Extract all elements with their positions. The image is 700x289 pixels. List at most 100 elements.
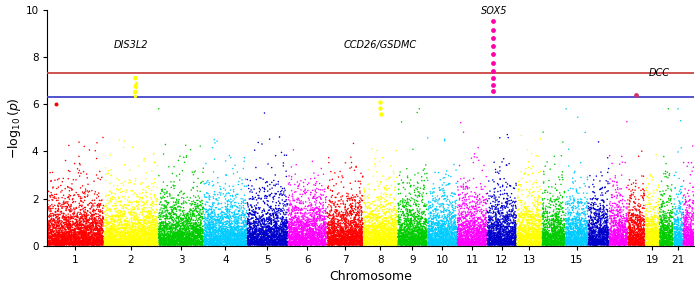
Point: [300, 240, 311, 245]
Point: [645, 231, 657, 236]
Point: [478, 236, 489, 240]
Point: [148, 236, 160, 241]
Point: [362, 240, 373, 244]
Point: [612, 229, 624, 234]
Point: [232, 234, 244, 239]
Point: [85, 214, 97, 218]
Point: [486, 226, 498, 231]
Point: [188, 229, 199, 234]
Point: [480, 234, 491, 239]
Point: [86, 221, 97, 225]
Point: [393, 218, 405, 222]
Point: [679, 241, 690, 245]
Point: [679, 217, 690, 221]
Point: [480, 242, 491, 247]
Point: [671, 234, 682, 238]
Point: [363, 193, 374, 197]
Point: [272, 239, 284, 244]
Point: [662, 225, 673, 229]
Point: [472, 240, 483, 244]
Point: [662, 238, 673, 243]
Point: [137, 225, 148, 229]
Point: [587, 237, 598, 242]
Point: [155, 226, 166, 231]
Point: [423, 242, 434, 247]
Point: [515, 214, 526, 219]
Point: [536, 231, 547, 235]
Point: [133, 242, 144, 247]
Point: [421, 175, 433, 180]
Point: [342, 235, 353, 240]
Point: [624, 240, 636, 245]
Point: [520, 239, 531, 244]
Point: [225, 155, 237, 160]
Point: [516, 169, 527, 174]
Point: [642, 225, 653, 230]
Point: [251, 242, 262, 247]
Point: [158, 227, 169, 232]
Point: [598, 242, 610, 247]
Point: [649, 240, 660, 245]
Point: [109, 236, 120, 240]
Point: [159, 240, 170, 245]
Point: [381, 239, 392, 244]
Point: [349, 242, 360, 247]
Point: [169, 232, 181, 236]
Point: [505, 240, 516, 244]
Point: [360, 239, 371, 243]
Point: [244, 207, 255, 212]
Point: [480, 201, 491, 206]
Point: [145, 223, 156, 227]
Point: [624, 242, 635, 247]
Point: [414, 211, 425, 216]
Point: [244, 210, 256, 215]
Point: [144, 242, 155, 247]
Point: [201, 233, 212, 237]
Point: [460, 242, 471, 246]
Point: [655, 242, 666, 247]
Point: [563, 235, 574, 240]
Point: [162, 183, 173, 188]
Point: [288, 240, 299, 244]
Point: [485, 216, 496, 221]
Point: [443, 224, 454, 229]
Point: [630, 208, 641, 212]
Point: [352, 234, 363, 239]
Point: [598, 240, 610, 245]
Point: [285, 218, 296, 222]
Point: [211, 218, 222, 222]
Point: [272, 242, 283, 247]
Point: [516, 234, 527, 239]
Point: [427, 242, 438, 247]
Point: [156, 242, 167, 247]
Point: [614, 224, 625, 229]
Point: [469, 240, 480, 244]
Point: [95, 203, 106, 208]
Point: [483, 223, 494, 228]
Point: [540, 242, 552, 246]
Point: [290, 211, 301, 216]
Point: [165, 205, 176, 209]
Point: [540, 231, 551, 235]
Point: [365, 240, 377, 244]
Point: [256, 237, 267, 242]
Point: [283, 209, 294, 213]
Point: [542, 240, 553, 245]
Point: [556, 241, 567, 246]
Point: [367, 212, 378, 217]
Point: [594, 216, 606, 221]
Point: [438, 229, 449, 233]
Point: [206, 242, 217, 246]
Point: [57, 242, 69, 247]
Point: [90, 234, 101, 238]
Point: [382, 229, 393, 233]
Point: [302, 217, 313, 221]
Point: [281, 239, 292, 244]
Point: [598, 210, 610, 214]
Point: [274, 240, 285, 244]
Point: [125, 238, 136, 242]
Point: [504, 241, 515, 245]
Point: [547, 241, 558, 246]
Point: [568, 242, 579, 247]
Point: [495, 220, 506, 225]
